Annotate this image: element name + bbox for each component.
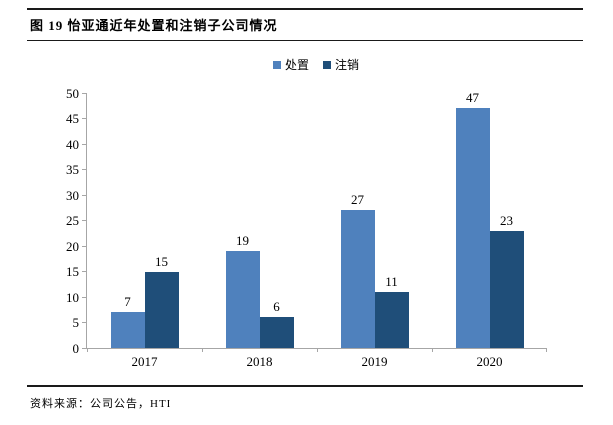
footer-rule — [27, 385, 583, 387]
x-axis-category-label: 2020 — [476, 354, 503, 369]
figure-title: 图 19 怡亚通近年处置和注销子公司情况 — [30, 18, 278, 33]
y-axis-label: 35 — [66, 162, 79, 177]
y-axis-label: 0 — [72, 340, 80, 356]
legend-item: 处置 — [272, 56, 309, 73]
y-axis-label: 40 — [66, 136, 79, 152]
y-axis-label: 10 — [66, 289, 79, 305]
y-axis-label: 25 — [66, 213, 79, 228]
x-axis-tick — [87, 348, 88, 352]
bar-处置 — [225, 251, 260, 348]
x-axis-tick — [546, 348, 547, 352]
y-axis-label: 30 — [66, 187, 79, 203]
bar-value-label: 15 — [155, 253, 168, 269]
bar-value-label: 11 — [385, 273, 398, 289]
y-axis-tick — [82, 220, 87, 221]
legend-item: 注销 — [323, 56, 359, 73]
bar-处置 — [455, 108, 490, 348]
bar-value-label: 7 — [124, 294, 131, 310]
y-axis-tick — [82, 245, 87, 247]
bar-value-label: 19 — [236, 233, 249, 249]
x-axis-tick — [317, 348, 318, 352]
legend-label: 注销 — [335, 58, 360, 72]
y-axis-label: 20 — [66, 238, 79, 254]
x-axis-tick — [432, 348, 433, 352]
y-axis-tick — [82, 194, 87, 196]
plot-area: 0 5 10 15 20 25 30 35 40 45 50 7 15 2017 19 6 2018 27 11 20… — [66, 87, 547, 369]
top-rule — [27, 8, 583, 10]
y-axis-tick — [82, 143, 87, 145]
y-axis-tick — [82, 118, 87, 119]
bar-注销 — [259, 317, 294, 348]
y-axis-label: 15 — [66, 264, 79, 279]
y-axis-tick — [82, 271, 87, 272]
bar-value-label: 6 — [273, 299, 280, 315]
y-axis-label: 45 — [66, 111, 79, 126]
y-axis-tick — [82, 169, 87, 170]
legend-label: 处置 — [284, 58, 309, 72]
bar-处置 — [110, 312, 145, 348]
bar-value-label: 23 — [500, 212, 513, 228]
bar-value-label: 27 — [351, 192, 364, 208]
y-axis-tick — [82, 322, 87, 323]
bar-注销 — [374, 291, 409, 348]
x-axis-category-label: 2019 — [361, 354, 388, 369]
bar-value-label: 47 — [466, 90, 479, 106]
x-axis-tick — [202, 348, 203, 352]
legend-swatch-icon — [272, 60, 281, 69]
bar-处置 — [340, 210, 375, 348]
legend-swatch-icon — [323, 60, 331, 69]
x-axis-category-label: 2018 — [246, 354, 273, 369]
y-axis-label: 50 — [66, 85, 79, 101]
bar-注销 — [489, 230, 524, 348]
y-axis-tick — [82, 92, 87, 94]
y-axis-label: 5 — [72, 315, 80, 330]
x-axis-category-label: 2017 — [131, 354, 158, 369]
bar-注销 — [144, 271, 179, 348]
chart-legend: 处置 注销 — [86, 56, 546, 73]
y-axis-tick — [82, 296, 87, 298]
source-note: 资料来源：公司公告，HTI — [30, 398, 172, 410]
title-rule — [27, 40, 583, 41]
y-axis-tick — [82, 347, 87, 349]
